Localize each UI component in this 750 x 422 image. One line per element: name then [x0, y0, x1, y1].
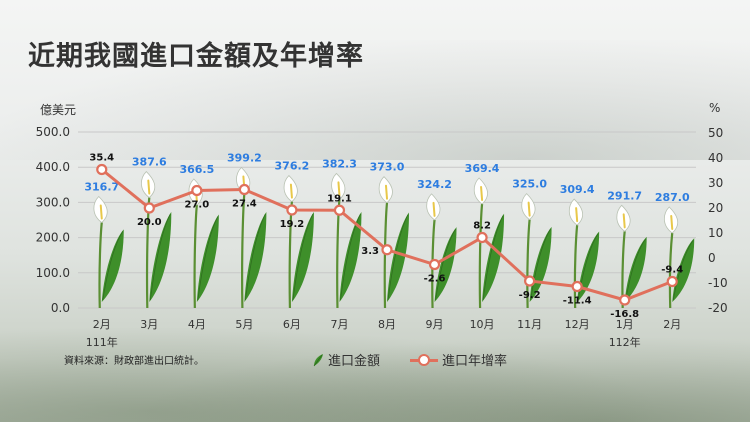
- left-axis-unit: 億美元: [40, 103, 77, 117]
- amount-data-label: 373.0: [370, 161, 405, 174]
- amount-data-label: 325.0: [512, 178, 547, 191]
- x-tick-label: 9月: [426, 318, 444, 331]
- x-tick-label: 4月: [188, 318, 206, 331]
- left-tick-label: 100.0: [36, 266, 70, 280]
- calla-leaf-icon: [313, 353, 323, 366]
- chart-title: 近期我國進口金額及年增率: [28, 41, 364, 72]
- yoy-point: [333, 204, 346, 216]
- yoy-data-label: 19.2: [280, 219, 305, 230]
- yoy-data-label: 19.1: [327, 193, 352, 204]
- yoy-data-label: -9.2: [519, 290, 541, 301]
- x-tick-label: 7月: [330, 318, 348, 331]
- yoy-point: [381, 244, 393, 256]
- x-tick-label: 2月: [663, 318, 681, 331]
- yoy-point: [476, 231, 488, 244]
- background-hill: [0, 40, 750, 160]
- year-label: 111年: [86, 335, 118, 349]
- calla-bar: [568, 198, 600, 309]
- yoy-data-label: 3.3: [361, 246, 379, 257]
- yoy-data-label: 27.0: [185, 200, 210, 211]
- yoy-data-label: -9.4: [661, 265, 683, 276]
- amount-data-label: 387.6: [132, 156, 167, 169]
- x-tick-label: 3月: [140, 318, 158, 331]
- yoy-point: [666, 275, 678, 288]
- amount-data-label: 366.5: [179, 163, 214, 176]
- legend-amount-label: 進口金額: [328, 354, 381, 369]
- left-tick-label: 0.0: [51, 301, 70, 315]
- x-tick-label: 10月: [470, 318, 495, 331]
- right-tick-label: -10: [708, 276, 728, 290]
- left-tick-label: 500.0: [36, 125, 70, 139]
- right-tick-label: 0: [708, 251, 716, 265]
- calla-bar: [331, 172, 362, 309]
- x-tick-label: 5月: [235, 318, 253, 331]
- yoy-data-label: -2.6: [424, 274, 446, 285]
- background-foliage: [0, 312, 750, 422]
- yoy-point: [96, 163, 108, 176]
- amount-data-label: 291.7: [607, 189, 642, 202]
- yoy-data-label: 20.0: [137, 217, 162, 228]
- line-marker-icon: [410, 353, 438, 366]
- yoy-point: [191, 184, 203, 197]
- calla-bar: [141, 170, 172, 309]
- x-tick-label: 1月: [616, 318, 634, 331]
- yoy-point: [286, 204, 298, 216]
- yoy-point: [143, 202, 155, 214]
- year-label: 112年: [609, 335, 641, 349]
- right-tick-label: 10: [708, 226, 723, 240]
- legend-yoy-label: 進口年增率: [442, 354, 508, 369]
- right-tick-label: 40: [708, 151, 723, 165]
- amount-data-label: 382.3: [322, 157, 357, 170]
- calla-bar: [93, 195, 124, 309]
- calla-bar: [378, 176, 409, 309]
- x-tick-label: 2月: [93, 318, 111, 331]
- left-tick-label: 200.0: [36, 231, 70, 245]
- source-note: 資料來源：財政部進出口統計。: [64, 356, 204, 367]
- yoy-data-label: 8.2: [473, 221, 491, 232]
- left-tick-label: 300.0: [36, 195, 70, 209]
- amount-data-label: 369.4: [465, 162, 500, 175]
- calla-bar: [426, 193, 457, 309]
- x-tick-label: 8月: [378, 318, 396, 331]
- calla-bar: [473, 177, 505, 309]
- yoy-point: [524, 275, 536, 287]
- amount-data-label: 316.7: [84, 181, 119, 194]
- yoy-data-label: 35.4: [89, 153, 114, 164]
- yoy-data-label: 27.4: [232, 199, 257, 210]
- amount-data-label: 287.0: [655, 191, 690, 204]
- x-tick-label: 11月: [517, 318, 542, 331]
- amount-data-label: 324.2: [417, 178, 452, 191]
- right-tick-label: -20: [708, 301, 728, 315]
- calla-bar: [616, 204, 647, 309]
- right-tick-label: 50: [708, 126, 723, 140]
- right-tick-label: 30: [708, 176, 723, 190]
- calla-bar: [283, 175, 314, 309]
- amount-data-label: 399.2: [227, 151, 262, 164]
- amount-data-label: 376.2: [275, 160, 310, 173]
- yoy-data-label: -11.4: [563, 296, 592, 307]
- left-tick-label: 400.0: [36, 160, 70, 174]
- legend-item-amount: 進口金額: [312, 350, 380, 369]
- right-axis-unit: %: [709, 101, 721, 115]
- yoy-data-label: -16.8: [610, 309, 639, 320]
- legend-item-yoy: 進口年增率: [410, 350, 507, 369]
- yoy-point: [571, 280, 583, 293]
- yoy-point: [428, 258, 441, 271]
- x-tick-label: 6月: [283, 318, 301, 331]
- yoy-point: [619, 294, 631, 306]
- amount-data-label: 309.4: [560, 183, 595, 196]
- x-tick-label: 12月: [565, 318, 590, 331]
- calla-bar: [663, 206, 695, 309]
- yoy-point: [238, 183, 250, 196]
- calla-bar: [521, 193, 552, 309]
- right-tick-label: 20: [708, 201, 723, 215]
- calla-bar: [188, 178, 219, 309]
